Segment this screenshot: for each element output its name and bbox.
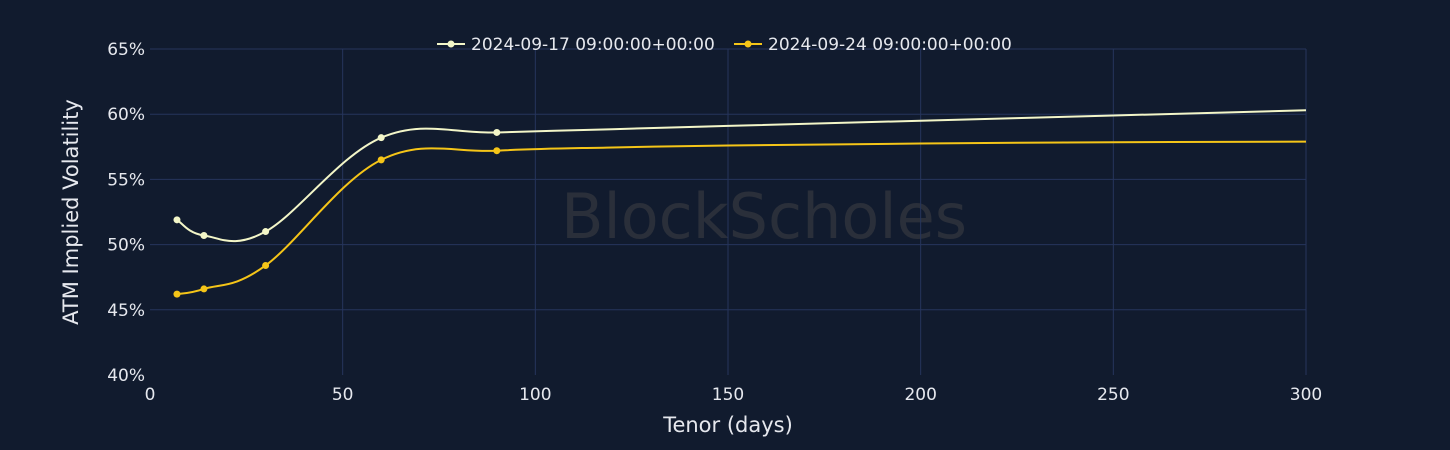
legend-item-series-2[interactable]: 2024-09-24 09:00:00+00:00: [734, 35, 1012, 55]
y-tick-label: 60%: [107, 105, 145, 125]
legend-label-series-1: 2024-09-17 09:00:00+00:00: [471, 35, 715, 55]
legend-item-series-1[interactable]: 2024-09-17 09:00:00+00:00: [437, 35, 715, 55]
data-point-series-2[interactable]: [262, 261, 270, 269]
data-point-series-2[interactable]: [377, 156, 385, 164]
x-tick-label: 250: [1097, 385, 1129, 405]
series-points: [173, 128, 501, 298]
y-axis-ticks: 40% 45% 50% 55% 60% 65%: [107, 40, 145, 386]
data-point-series-1[interactable]: [173, 216, 181, 224]
x-tick-label: 150: [712, 385, 744, 405]
x-tick-label: 100: [519, 385, 551, 405]
watermark: BlockScholes: [561, 180, 967, 253]
x-axis-title: Tenor (days): [662, 413, 793, 437]
y-axis-title: ATM Implied Volatility: [59, 99, 83, 325]
y-tick-label: 55%: [107, 170, 145, 190]
data-point-series-2[interactable]: [200, 285, 208, 293]
legend-label-series-2: 2024-09-24 09:00:00+00:00: [768, 35, 1012, 55]
y-tick-label: 65%: [107, 40, 145, 60]
data-point-series-2[interactable]: [173, 290, 181, 298]
y-tick-label: 45%: [107, 301, 145, 321]
x-axis-ticks: 0 50 100 150 200 250 300: [145, 385, 1323, 405]
data-point-series-1[interactable]: [200, 231, 208, 239]
x-tick-label: 0: [145, 385, 156, 405]
data-point-series-2[interactable]: [493, 147, 501, 155]
x-tick-label: 300: [1290, 385, 1322, 405]
data-point-series-1[interactable]: [377, 134, 385, 142]
grid: [150, 48, 1307, 375]
legend[interactable]: 2024-09-17 09:00:00+00:00 2024-09-24 09:…: [437, 35, 1012, 55]
y-tick-label: 50%: [107, 236, 145, 256]
legend-marker-series-1: [447, 40, 455, 48]
watermark-text: BlockScholes: [561, 180, 967, 253]
y-tick-label: 40%: [107, 366, 145, 386]
x-tick-label: 200: [904, 385, 936, 405]
x-tick-label: 50: [332, 385, 354, 405]
legend-marker-series-2: [744, 40, 752, 48]
data-point-series-1[interactable]: [262, 228, 270, 236]
data-point-series-1[interactable]: [493, 128, 501, 136]
